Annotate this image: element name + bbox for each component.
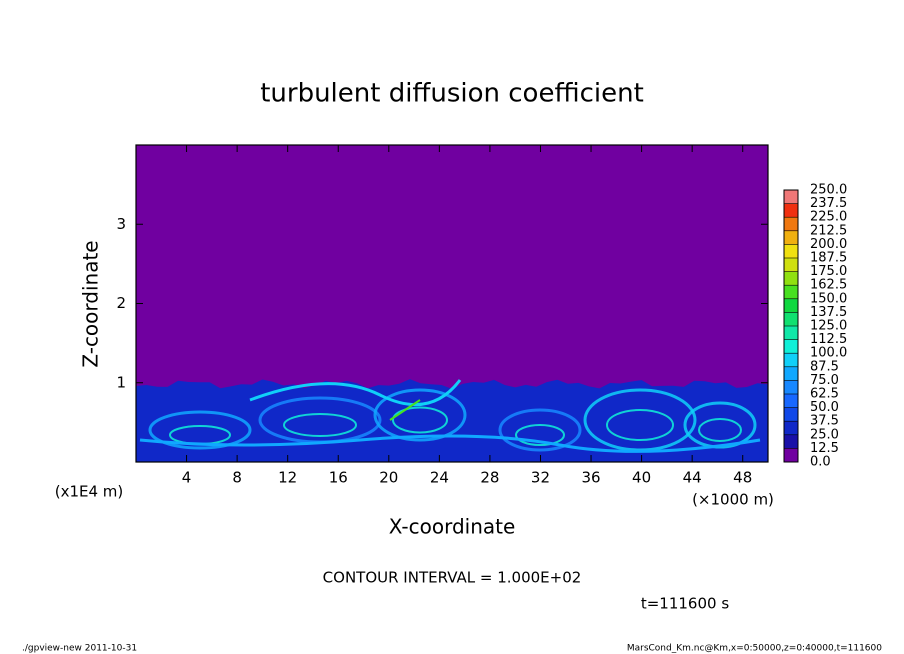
- eddy: [148, 410, 252, 450]
- colorbar-label: 162.5: [810, 278, 847, 293]
- footer-left: ./gpview-new 2011-10-31: [22, 644, 137, 654]
- colorbar-bin: [784, 298, 798, 313]
- streak: [389, 399, 421, 421]
- x-tick-label: 40: [632, 469, 651, 487]
- y-axis-label: Z-coordinate: [79, 240, 103, 367]
- colorbar-bin: [784, 230, 798, 245]
- y-tick-label: 3: [116, 215, 126, 233]
- x-tick-label: 32: [531, 469, 550, 487]
- x-tick-label: 24: [430, 469, 449, 487]
- x-tick-label: 8: [232, 469, 242, 487]
- colorbar-bin: [784, 339, 798, 354]
- contour-interval: CONTOUR INTERVAL = 1.000E+02: [323, 569, 582, 587]
- eddy: [392, 406, 448, 434]
- colorbar-label: 25.0: [810, 427, 839, 442]
- colorbar-label: 237.5: [810, 196, 847, 211]
- colorbar-label: 187.5: [810, 251, 847, 266]
- colorbar-bin: [784, 434, 798, 449]
- colorbar-label: 212.5: [810, 223, 847, 238]
- colorbar-label: 87.5: [810, 359, 839, 374]
- colorbar-bin: [784, 326, 798, 340]
- x-unit: (×1000 m): [692, 491, 774, 509]
- x-tick-label: 28: [480, 469, 499, 487]
- y-tick-label: 1: [116, 373, 126, 391]
- eddy: [698, 418, 742, 442]
- colorbar-bin: [784, 244, 798, 258]
- colorbar-label: 175.0: [810, 264, 847, 279]
- colorbar-bin: [784, 353, 798, 367]
- y-tick-label: 2: [116, 294, 126, 312]
- time-label: t=111600 s: [641, 595, 729, 613]
- colorbar-bin: [784, 203, 798, 218]
- colorbar-bin: [784, 258, 798, 272]
- x-tick-label: 16: [329, 469, 348, 487]
- colorbar-label: 50.0: [810, 400, 839, 415]
- colorbar-label: 12.5: [810, 441, 839, 456]
- eddy: [373, 388, 467, 442]
- x-tick-label: 4: [182, 469, 192, 487]
- eddy: [606, 409, 674, 441]
- colorbar-bin: [784, 407, 798, 422]
- colorbar-label: 137.5: [810, 305, 847, 320]
- colorbar-label: 112.5: [810, 332, 847, 347]
- x-tick-label: 44: [683, 469, 702, 487]
- colorbar-bin: [784, 285, 798, 299]
- colorbar-label: 225.0: [810, 210, 847, 225]
- streak: [139, 434, 761, 453]
- colorbar-label: 150.0: [810, 291, 847, 306]
- colorbar-bin: [784, 394, 798, 408]
- colorbar-label: 200.0: [810, 237, 847, 252]
- colorbar-bin: [784, 366, 798, 381]
- x-axis-label: X-coordinate: [389, 515, 516, 539]
- footer-right: MarsCond_Km.nc@Km,x=0:50000,z=0:40000,t=…: [627, 644, 882, 654]
- eddy: [515, 424, 565, 446]
- colorbar-bin: [784, 421, 798, 435]
- colorbar-label: 75.0: [810, 373, 839, 388]
- eddy: [498, 408, 582, 452]
- chart-title: turbulent diffusion coefficient: [260, 79, 644, 109]
- colorbar-label: 250.0: [810, 183, 847, 198]
- x-tick-label: 12: [278, 469, 297, 487]
- x-tick-label: 48: [733, 469, 752, 487]
- colorbar-bin: [784, 190, 798, 204]
- y-unit: (x1E4 m): [55, 483, 124, 501]
- colorbar-bin: [784, 271, 798, 286]
- eddy: [283, 413, 357, 437]
- x-tick-label: 36: [581, 469, 600, 487]
- field: [136, 145, 768, 462]
- colorbar-label: 125.0: [810, 319, 847, 334]
- colorbar-bin: [784, 448, 798, 462]
- colorbar-label: 37.5: [810, 414, 839, 429]
- streak: [249, 379, 462, 407]
- colorbar-bin: [784, 380, 798, 394]
- colorbar-label: 100.0: [810, 346, 847, 361]
- x-tick-label: 20: [379, 469, 398, 487]
- colorbar-label: 62.5: [810, 387, 839, 402]
- colorbar-label: 0.0: [810, 455, 831, 470]
- colorbar-bin: [784, 312, 798, 326]
- colorbar-bin: [784, 217, 798, 231]
